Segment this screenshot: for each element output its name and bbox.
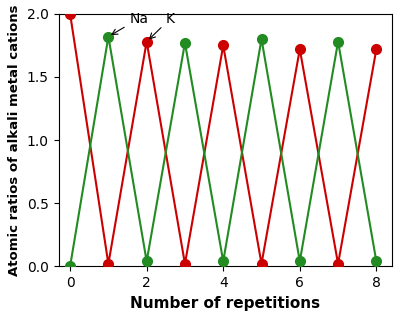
Y-axis label: Atomic ratios of alkali metal cations: Atomic ratios of alkali metal cations bbox=[8, 4, 21, 276]
Text: Na: Na bbox=[112, 12, 148, 34]
Text: K: K bbox=[150, 12, 175, 39]
X-axis label: Number of repetitions: Number of repetitions bbox=[130, 296, 320, 311]
